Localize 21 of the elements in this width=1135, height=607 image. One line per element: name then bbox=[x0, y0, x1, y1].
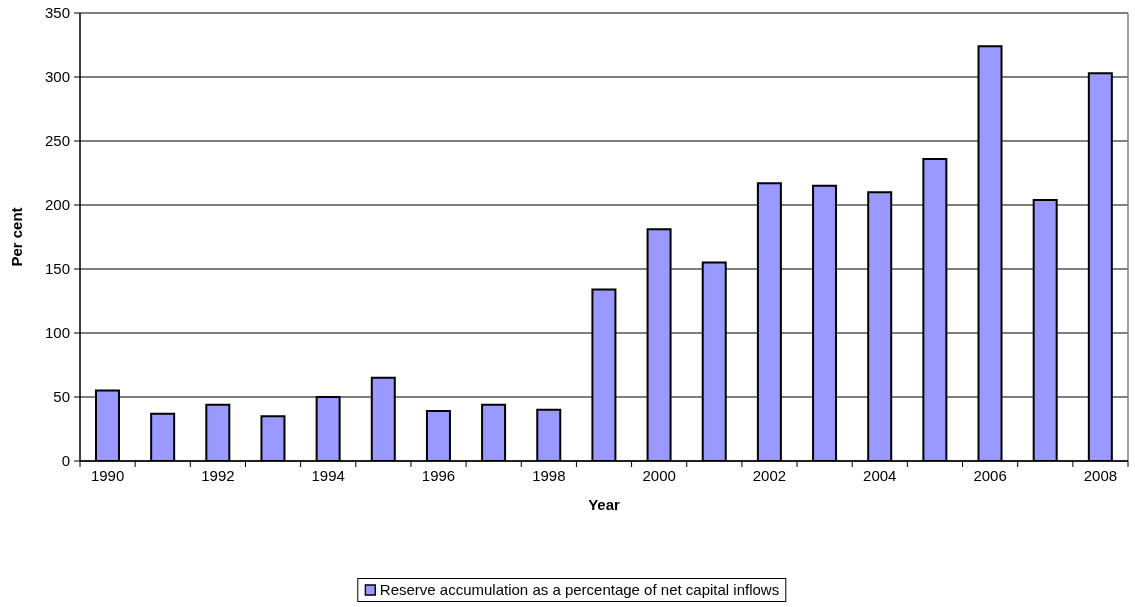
x-tick-label: 2006 bbox=[973, 467, 1007, 485]
y-tick-label: 250 bbox=[44, 132, 70, 150]
x-tick-label: 2008 bbox=[1083, 467, 1118, 485]
x-tick-label: 1990 bbox=[90, 467, 125, 485]
y-tick-label: 300 bbox=[44, 68, 70, 86]
y-tick-label: 100 bbox=[44, 324, 70, 342]
x-tick-label: 1994 bbox=[311, 467, 345, 485]
legend-label: Reserve accumulation as a percentage of net capital inflows bbox=[379, 581, 780, 599]
x-tick-label: 1996 bbox=[421, 467, 456, 485]
x-tick-label: 1992 bbox=[201, 467, 235, 485]
y-axis-title: Per cent bbox=[8, 207, 26, 267]
x-axis-title: Year bbox=[588, 496, 621, 514]
y-tick-label: 0 bbox=[61, 452, 70, 470]
x-tick-label: 2000 bbox=[642, 467, 676, 485]
y-tick-label: 50 bbox=[53, 388, 70, 406]
x-tick-label: 2004 bbox=[863, 467, 897, 485]
x-tick-label: 2002 bbox=[752, 467, 787, 485]
x-tick-label: 1998 bbox=[532, 467, 566, 485]
y-tick-label: 150 bbox=[44, 260, 70, 278]
y-tick-label: 200 bbox=[44, 196, 70, 214]
y-tick-label: 350 bbox=[44, 4, 70, 22]
